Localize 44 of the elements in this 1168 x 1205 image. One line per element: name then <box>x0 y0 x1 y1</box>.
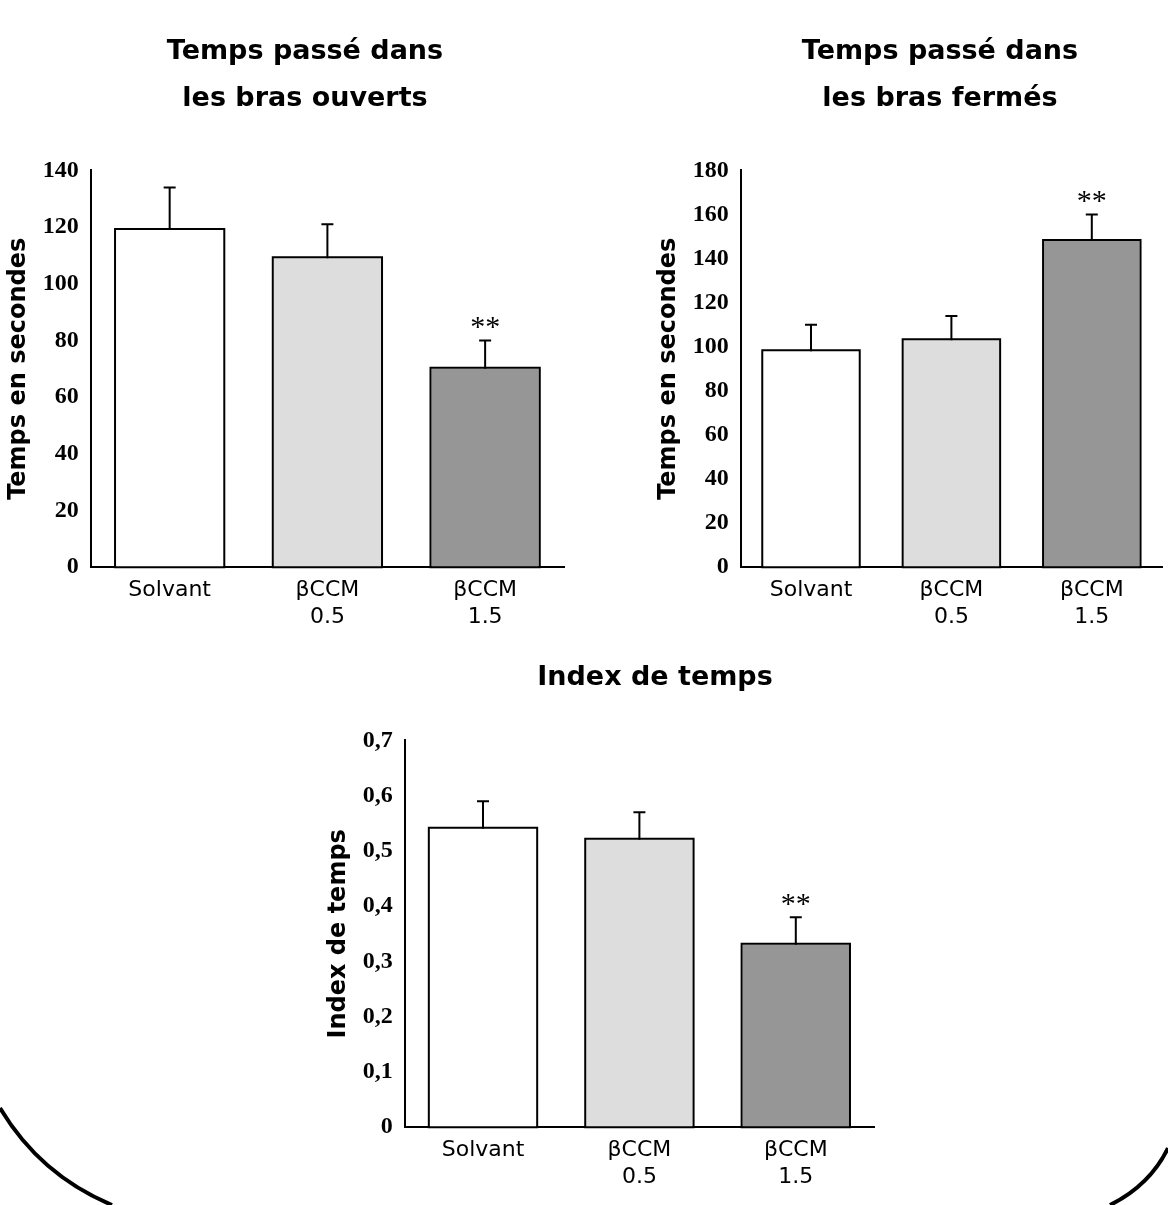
chart-title: Temps passé dans les bras fermés <box>800 33 1080 114</box>
x-tick-label: βCCM 1.5 <box>453 576 518 628</box>
y-tick-label: 60 <box>54 382 79 409</box>
y-tick-label: 0,6 <box>362 780 393 807</box>
y-tick-label: 0 <box>716 552 729 579</box>
y-tick-label: 40 <box>54 439 79 466</box>
annotation: ** <box>1076 183 1107 217</box>
y-tick-label: 140 <box>42 155 79 182</box>
y-tick-label: 180 <box>692 155 729 182</box>
y-tick-label: 0,1 <box>362 1057 393 1084</box>
y-tick-label: 0,2 <box>362 1001 393 1028</box>
chart-title: Temps passé dans les bras ouverts <box>165 33 445 114</box>
x-tick-label: Solvant <box>128 576 212 602</box>
y-tick-label: 20 <box>54 495 79 522</box>
annotation: ** <box>470 309 501 343</box>
y-tick-label: 140 <box>692 243 729 270</box>
chart-title: Index de temps <box>536 659 774 693</box>
y-tick-label: 120 <box>42 212 79 239</box>
y-tick-label: 80 <box>704 376 729 403</box>
y-tick-label: 0,7 <box>362 725 393 752</box>
x-tick-label: βCCM 0.5 <box>295 576 360 628</box>
y-tick-label: 80 <box>54 325 79 352</box>
y-tick-label: 120 <box>692 287 729 314</box>
y-tick-label: 0 <box>380 1112 393 1139</box>
y-tick-label: 0,5 <box>362 836 393 863</box>
x-tick-label: βCCM 1.5 <box>763 1136 828 1188</box>
x-tick-label: βCCM 0.5 <box>919 576 984 628</box>
y-tick-label: 0,4 <box>362 891 393 918</box>
y-tick-label: 0,3 <box>362 946 393 973</box>
y-tick-label: 20 <box>704 508 729 535</box>
y-axis-title: Temps en secondes <box>2 237 31 500</box>
x-tick-label: Solvant <box>441 1136 525 1162</box>
x-tick-label: βCCM 1.5 <box>1059 576 1124 628</box>
y-axis-title: Temps en secondes <box>652 237 681 500</box>
y-tick-label: 0 <box>66 552 79 579</box>
x-tick-label: βCCM 0.5 <box>607 1136 672 1188</box>
annotation: ** <box>780 886 811 920</box>
y-tick-label: 160 <box>692 199 729 226</box>
y-tick-label: 40 <box>704 464 729 491</box>
y-tick-label: 100 <box>42 268 79 295</box>
y-tick-label: 60 <box>704 420 729 447</box>
x-tick-label: Solvant <box>769 576 853 602</box>
y-tick-label: 100 <box>692 331 729 358</box>
y-axis-title: Index de temps <box>322 829 351 1039</box>
